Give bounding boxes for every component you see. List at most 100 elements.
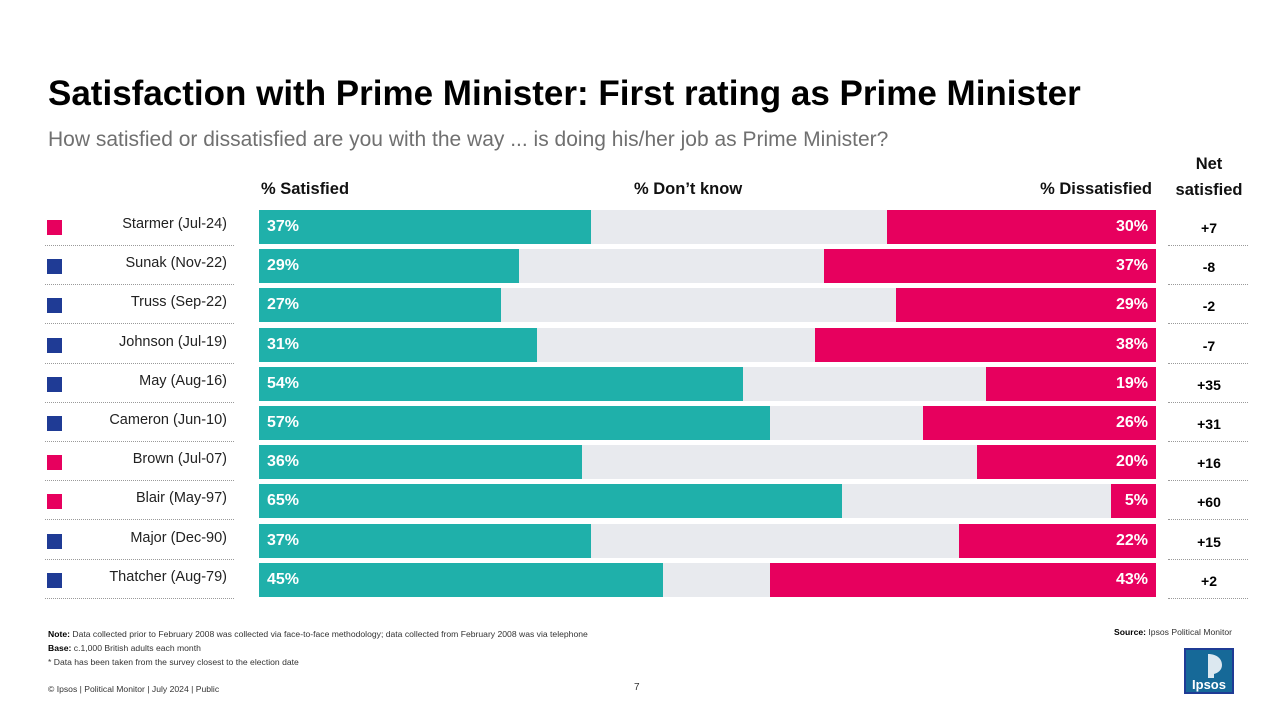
satisfied-value: 27%	[267, 296, 300, 314]
row-divider	[45, 245, 234, 246]
party-swatch	[47, 455, 62, 471]
header-satisfied: % Satisfied	[261, 180, 350, 198]
footnote: * Data has been taken from the survey cl…	[48, 657, 299, 667]
party-swatch	[47, 298, 62, 314]
dissatisfied-bar	[922, 406, 1156, 440]
row-divider	[45, 519, 234, 521]
row-divider	[45, 597, 234, 599]
ipsos-logo-icon: Ipsos	[1184, 648, 1234, 694]
net-satisfied-value: +60	[1197, 494, 1221, 511]
pm-label: Starmer (Jul-24)	[122, 216, 227, 232]
pm-label: May (Aug-16)	[139, 372, 227, 389]
chart-title: Satisfaction with Prime Minister: First …	[48, 74, 1081, 113]
note-label: Note:	[48, 629, 70, 639]
satisfied-value: 65%	[267, 492, 300, 510]
satisfied-value: 37%	[267, 218, 300, 235]
chart-row: Cameron (Jun-10) 57% 26% +31	[0, 404, 1280, 443]
dissatisfied-bar	[985, 366, 1156, 401]
row-divider	[45, 284, 234, 286]
net-divider	[1168, 597, 1248, 599]
dissatisfied-bar	[886, 210, 1156, 244]
note-text: Data collected prior to February 2008 wa…	[72, 629, 588, 639]
party-swatch	[47, 337, 62, 353]
net-divider	[1168, 401, 1248, 403]
net-divider	[1168, 480, 1248, 482]
satisfied-value: 31%	[267, 335, 300, 353]
dissatisfied-value: 19%	[1115, 374, 1148, 392]
net-divider	[1168, 362, 1248, 364]
net-satisfied-value: +35	[1197, 376, 1221, 393]
satisfied-bar	[259, 366, 744, 401]
satisfied-bar	[259, 327, 538, 362]
satisfied-value: 36%	[267, 453, 300, 471]
dissatisfied-value: 29%	[1115, 296, 1148, 314]
note-line: Note: Data collected prior to February 2…	[48, 627, 588, 641]
net-divider	[1168, 519, 1248, 521]
base-text: c.1,000 British adults each month	[73, 643, 201, 653]
dissatisfied-value: 37%	[1115, 257, 1148, 275]
header-dont-know: % Don’t know	[634, 180, 743, 198]
header-net-line1: Net	[1195, 155, 1223, 173]
pm-label: Thatcher (Aug-79)	[109, 568, 227, 585]
dissatisfied-value: 22%	[1115, 531, 1148, 549]
chart-row: Johnson (Jul-19) 31% 38% -7	[0, 326, 1280, 365]
source-text: Ipsos Political Monitor	[1148, 627, 1232, 637]
net-satisfied-value: +7	[1201, 220, 1217, 236]
dissatisfied-bar	[1111, 484, 1156, 519]
page-number: 7	[634, 682, 640, 693]
net-satisfied-value: -8	[1202, 259, 1216, 276]
satisfied-bar	[259, 523, 591, 558]
row-divider	[45, 323, 234, 325]
source-line: Source: Ipsos Political Monitor	[1114, 627, 1232, 637]
chart-row: Blair (May-97) 65% 5% +60	[0, 482, 1280, 521]
net-divider	[1168, 245, 1248, 246]
source-label: Source:	[1114, 627, 1147, 637]
satisfied-bar	[259, 484, 843, 519]
dissatisfied-bar	[895, 288, 1156, 323]
satisfied-bar	[259, 562, 663, 597]
footer-text: © Ipsos | Political Monitor | July 2024 …	[48, 684, 220, 694]
party-swatch	[47, 533, 62, 549]
net-divider	[1168, 323, 1248, 325]
pm-label: Truss (Sep-22)	[130, 294, 227, 311]
chart-row: Sunak (Nov-22) 29% 37% -8	[0, 247, 1280, 286]
dissatisfied-value: 38%	[1115, 335, 1148, 353]
chart-row: Truss (Sep-22) 27% 29% -2	[0, 286, 1280, 325]
row-divider	[45, 441, 234, 442]
net-divider	[1168, 284, 1248, 286]
dissatisfied-bar	[958, 523, 1156, 558]
net-divider	[1168, 441, 1248, 442]
dissatisfied-value: 43%	[1115, 570, 1148, 588]
net-satisfied-value: -7	[1202, 337, 1216, 354]
dissatisfied-bar	[770, 562, 1156, 597]
header-net-satisfied: Net satisfied	[1168, 151, 1250, 203]
satisfied-bar	[259, 445, 582, 480]
dissatisfied-value: 26%	[1115, 414, 1148, 431]
chart-row: May (Aug-16) 54% 19% +35	[0, 365, 1280, 404]
party-swatch	[47, 416, 62, 431]
row-divider	[45, 401, 234, 403]
satisfied-bar	[259, 406, 771, 440]
base-line: Base: c.1,000 British adults each month	[48, 641, 588, 655]
party-swatch	[47, 494, 62, 510]
satisfied-value: 45%	[267, 570, 300, 588]
net-divider	[1168, 558, 1248, 560]
logo-text: Ipsos	[1192, 677, 1226, 692]
pm-label: Sunak (Nov-22)	[125, 255, 227, 272]
pm-label: Brown (Jul-07)	[132, 451, 227, 468]
chart-row: Major (Dec-90) 37% 22% +15	[0, 522, 1280, 561]
satisfied-value: 54%	[267, 374, 300, 392]
satisfied-bar	[259, 288, 502, 323]
dissatisfied-bar	[976, 445, 1156, 480]
net-satisfied-value: +15	[1197, 533, 1221, 550]
chart-row: Starmer (Jul-24) 37% 30% +7	[0, 208, 1280, 247]
net-satisfied-value: +31	[1197, 416, 1221, 432]
pm-label: Blair (May-97)	[135, 490, 227, 507]
chart-row: Brown (Jul-07) 36% 20% +16	[0, 443, 1280, 482]
dissatisfied-bar	[824, 249, 1156, 284]
net-satisfied-value: +2	[1201, 572, 1217, 589]
dissatisfied-value: 30%	[1115, 218, 1148, 235]
dissatisfied-value: 20%	[1115, 453, 1148, 471]
dissatisfied-bar	[815, 327, 1156, 362]
